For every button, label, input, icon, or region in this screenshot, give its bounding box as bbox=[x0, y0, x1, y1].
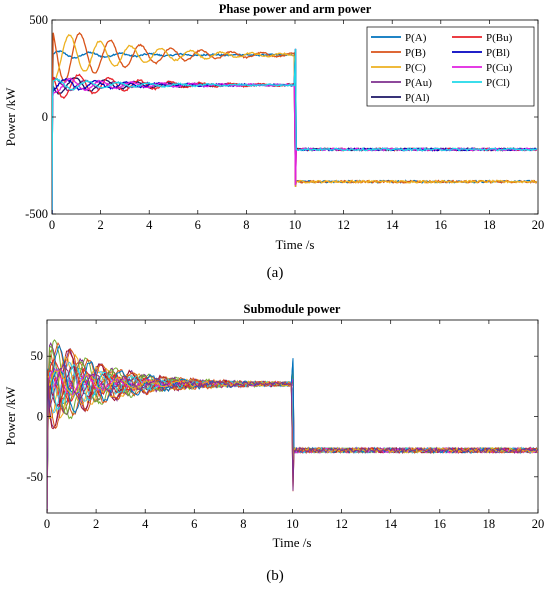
chart-a-x-ticks: 0 2 4 6 8 10 12 14 16 18 20 bbox=[49, 20, 544, 232]
chart-a-x-tick-label: 4 bbox=[146, 218, 153, 232]
legend-label: P(Au) bbox=[405, 77, 432, 89]
chart-b-series-group bbox=[47, 339, 538, 513]
chart-b-x-tick-label: 4 bbox=[142, 517, 149, 531]
chart-a-y-tick-label: 0 bbox=[42, 110, 48, 124]
chart-b-x-tick-label: 0 bbox=[44, 517, 50, 531]
chart-b-x-tick-label: 12 bbox=[335, 517, 348, 531]
chart-b-panel-label: (b) bbox=[266, 568, 284, 584]
chart-a-legend: P(A) P(B) P(C) P(Au) P(Al) P(Bu) P(Bl) P(Cu) P(C… bbox=[366, 26, 535, 107]
chart-b-x-tick-label: 20 bbox=[532, 517, 545, 531]
chart-b-y-tick-label: -50 bbox=[26, 470, 43, 484]
chart-a-y-tick-label: 500 bbox=[29, 13, 48, 27]
chart-b-y-ticks: -50 0 50 bbox=[26, 349, 538, 484]
chart-b-y-tick-label: 50 bbox=[31, 349, 44, 363]
chart-a-x-axis-label: Time /s bbox=[276, 237, 315, 252]
chart-b-y-axis-label: Power /kW bbox=[3, 386, 18, 446]
chart-a-y-ticks: -500 0 500 bbox=[25, 13, 538, 221]
chart-a-y-axis-label: Power /kW bbox=[3, 87, 18, 147]
chart-b-x-tick-label: 8 bbox=[240, 517, 246, 531]
legend-label: P(C) bbox=[405, 62, 426, 74]
chart-b-x-tick-label: 2 bbox=[93, 517, 99, 531]
chart-b-x-ticks: 0 2 4 6 8 10 12 14 16 18 20 bbox=[44, 320, 544, 531]
chart-b-x-tick-label: 10 bbox=[286, 517, 299, 531]
chart-a-x-tick-label: 16 bbox=[435, 218, 448, 232]
chart-a-series-group bbox=[52, 32, 538, 214]
chart-b-title: Submodule power bbox=[244, 302, 341, 316]
submodule-series-line bbox=[47, 363, 538, 513]
legend-label: P(Bl) bbox=[486, 47, 510, 59]
chart-a-x-tick-label: 2 bbox=[97, 218, 103, 232]
legend-label: P(Bu) bbox=[486, 32, 513, 44]
chart-a-y-tick-label: -500 bbox=[25, 207, 48, 221]
chart-a-x-tick-label: 0 bbox=[49, 218, 55, 232]
chart-b-x-axis-label: Time /s bbox=[273, 535, 312, 550]
chart-a-x-tick-label: 8 bbox=[243, 218, 249, 232]
chart-a-x-tick-label: 6 bbox=[195, 218, 201, 232]
chart-b-y-tick-label: 0 bbox=[37, 410, 43, 424]
series-line-pcl bbox=[52, 48, 538, 214]
chart-b-x-tick-label: 18 bbox=[483, 517, 496, 531]
chart-b-x-tick-label: 6 bbox=[191, 517, 197, 531]
legend-label: P(Al) bbox=[405, 92, 430, 104]
series-line-pc bbox=[52, 33, 538, 214]
chart-a-title: Phase power and arm power bbox=[219, 2, 372, 16]
chart-a-x-tick-label: 18 bbox=[483, 218, 496, 232]
chart-a-x-tick-label: 12 bbox=[337, 218, 350, 232]
chart-a-x-tick-label: 14 bbox=[386, 218, 399, 232]
chart-b-x-tick-label: 14 bbox=[384, 517, 397, 531]
legend-label: P(Cu) bbox=[486, 62, 513, 74]
phase-and-arm-power-chart: Phase power and arm power 0 2 4 6 8 10 12 14 16 1… bbox=[3, 2, 544, 281]
legend-label: P(A) bbox=[405, 32, 427, 44]
submodule-power-chart: Submodule power 0 2 4 6 8 10 12 14 16 18 20 -50 0 50… bbox=[3, 302, 544, 584]
chart-a-x-tick-label: 10 bbox=[289, 218, 302, 232]
chart-b-x-tick-label: 16 bbox=[434, 517, 447, 531]
legend-label: P(B) bbox=[405, 47, 426, 59]
legend-label: P(Cl) bbox=[486, 77, 510, 89]
chart-a-x-tick-label: 20 bbox=[532, 218, 545, 232]
chart-a-panel-label: (a) bbox=[267, 265, 284, 281]
